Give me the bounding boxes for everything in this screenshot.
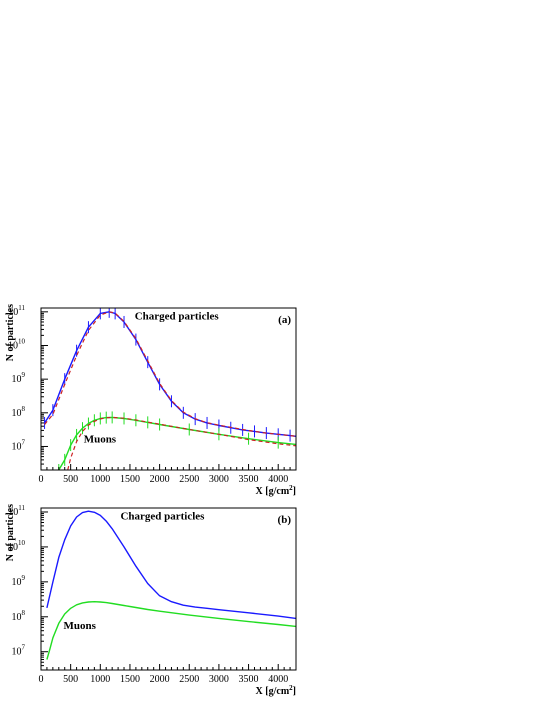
panel-a-y-axis-label: N of particles (5, 304, 16, 361)
panel-b-x-axis-label: X [g/cm2] (256, 684, 296, 697)
panel-b-y-tick-label: 1011 (8, 504, 25, 518)
panel-a-x-tick-label: 3000 (209, 474, 229, 485)
panel-a-y-tick-label: 107 (12, 438, 26, 452)
panel-a-x-tick-label: 1500 (120, 474, 140, 485)
panel-b-y-tick-label: 107 (12, 644, 26, 658)
panel-a-frame (40, 307, 297, 471)
panel-a-charged-line-0 (44, 311, 296, 437)
panel-b-x-tick-label: 2500 (179, 674, 199, 685)
panel-b-axes: 0 500 1000 1500 2000 2500 3000 3500 4000 107 108 10… (8, 504, 297, 685)
panel-b-y-tick-label: 108 (12, 609, 26, 623)
panel-b-label: (b) (278, 514, 292, 526)
panel-a-series (44, 308, 296, 470)
panel-a-fit-line-1 (44, 311, 296, 437)
panel-b-series (46, 510, 296, 660)
panel-b-frame (40, 507, 297, 671)
panel-b-x-tick-label: 0 (39, 674, 44, 685)
panel-b-annotation-muons: Muons (64, 620, 97, 632)
panel-a-y-tick-label: 109 (12, 371, 26, 385)
panel-a-y-tick-label: 1010 (8, 337, 26, 351)
panel-a-x-tick-label: 2000 (150, 474, 170, 485)
panel-b-charged-line-0 (46, 510, 296, 620)
panel-b-x-tick-label: 4000 (268, 674, 288, 685)
panel-a-annotation-charged: Charged particles (135, 310, 220, 322)
panel-b-muons-line-1 (46, 601, 296, 660)
panel-a-x-tick-label: 3500 (239, 474, 259, 485)
panel-a-x-tick-label: 1000 (90, 474, 110, 485)
panel-a-label: (a) (278, 314, 291, 326)
panel-b-x-tick-label: 1500 (120, 674, 140, 685)
panel-a-y-tick-label: 1011 (8, 304, 25, 318)
panel-b-x-tick-label: 500 (63, 674, 78, 685)
panel-a-x-tick-label: 500 (63, 474, 78, 485)
panel-b-y-tick-label: 109 (12, 574, 26, 588)
panel-a-y-tick-label: 108 (12, 405, 26, 419)
panel-a-x-axis-label: X [g/cm2] (256, 484, 296, 497)
panel-a-x-tick-label: 4000 (268, 474, 288, 485)
panel-a-x-tick-label: 2500 (179, 474, 199, 485)
panel-a: 0 500 1000 1500 2000 2500 3000 3500 4000 107 108 10… (5, 304, 297, 497)
panel-b-x-tick-label: 3000 (209, 674, 229, 685)
panel-b: 0 500 1000 1500 2000 2500 3000 3500 4000 107 108 10… (5, 504, 297, 697)
panel-a-x-tick-label: 0 (39, 474, 44, 485)
panel-b-x-tick-label: 1000 (90, 674, 110, 685)
panel-b-x-tick-label: 2000 (150, 674, 170, 685)
panel-b-annotation-charged: Charged particles (120, 511, 205, 523)
panel-b-y-tick-label: 1010 (8, 539, 26, 553)
panel-b-x-tick-label: 3500 (239, 674, 259, 685)
panel-b-y-axis-label: N of particles (5, 504, 16, 561)
panel-a-axes: 0 500 1000 1500 2000 2500 3000 3500 4000 107 108 10… (8, 304, 297, 485)
panel-a-annotation-muons: Muons (84, 434, 117, 446)
